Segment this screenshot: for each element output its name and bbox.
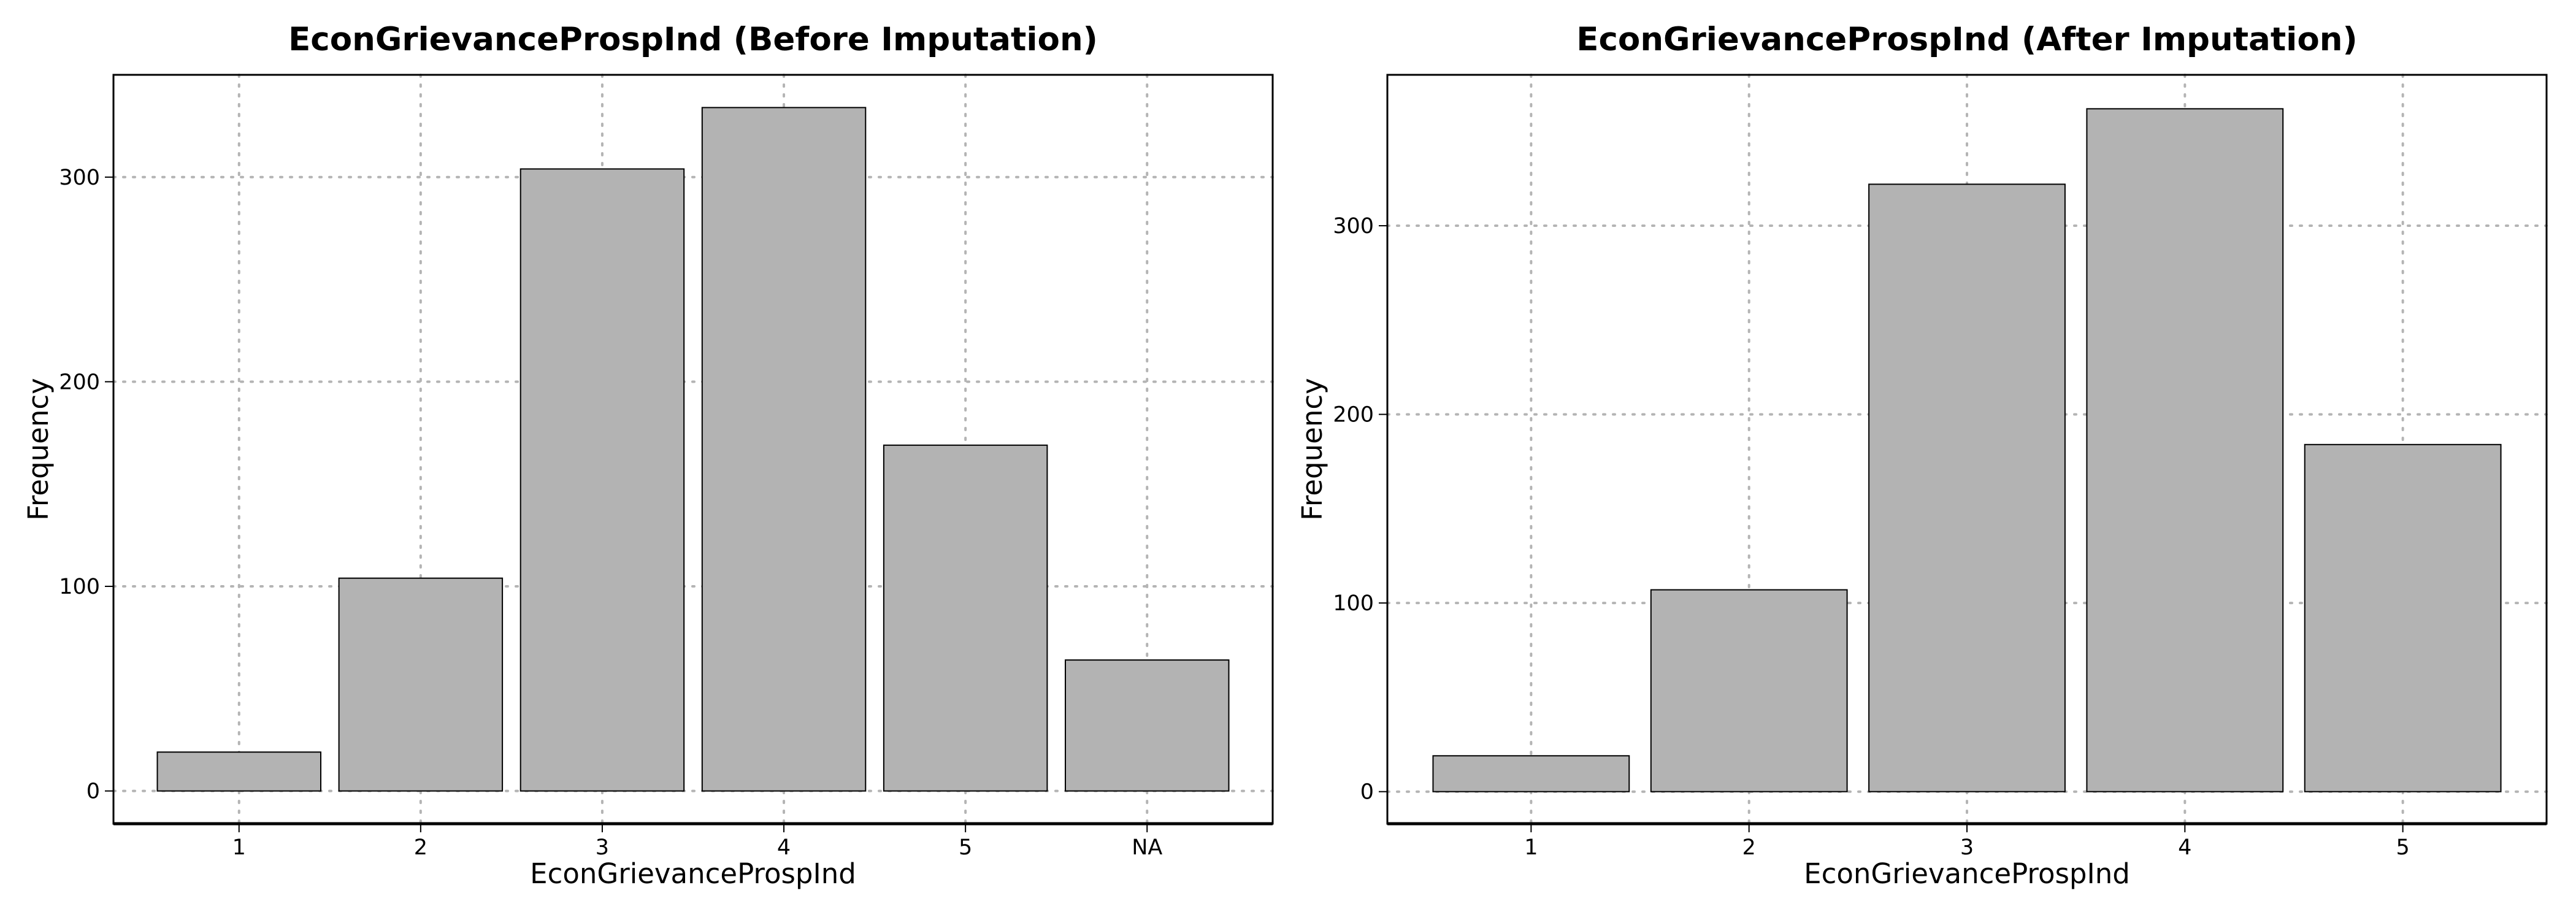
x-tick-label: 3 xyxy=(596,835,609,860)
x-tick-label: 2 xyxy=(1742,835,1756,860)
chart-title: EconGrievanceProspInd (After Imputation) xyxy=(1576,21,2357,58)
x-tick-label: 3 xyxy=(1960,835,1974,860)
x-axis-label: EconGrievanceProspInd xyxy=(530,857,856,890)
x-tick-label: 4 xyxy=(777,835,791,860)
x-tick-label: 4 xyxy=(2178,835,2191,860)
x-axis-label: EconGrievanceProspInd xyxy=(1804,857,2130,890)
y-axis-label: Frequency xyxy=(1296,378,1328,520)
x-tick-label: 5 xyxy=(2396,835,2409,860)
y-tick-label: 200 xyxy=(1333,403,1374,427)
bar-5 xyxy=(883,444,1048,792)
x-tick-label: 1 xyxy=(1524,835,1538,860)
y-tick-label: 300 xyxy=(1333,214,1374,239)
y-axis-ticks: 0 100 200 300 xyxy=(1333,214,1387,805)
x-axis-ticks: 1 2 3 4 5 NA xyxy=(232,824,1162,860)
x-tick-label: 1 xyxy=(232,835,246,860)
bar-1 xyxy=(156,751,321,792)
y-tick-label: 300 xyxy=(59,166,100,190)
y-axis-label: Frequency xyxy=(22,378,55,520)
chart-title: EconGrievanceProspInd (Before Imputation… xyxy=(288,21,1098,58)
bar-NA xyxy=(1065,659,1230,792)
chart-panel-after: EconGrievanceProspInd (After Imputation)… xyxy=(1296,21,2548,890)
bars xyxy=(156,107,1230,792)
bar-4 xyxy=(2086,108,2284,792)
y-tick-label: 0 xyxy=(1360,780,1374,805)
y-tick-label: 200 xyxy=(59,370,100,394)
bar-2 xyxy=(338,577,504,792)
chart-panel-before: EconGrievanceProspInd (Before Imputation… xyxy=(22,21,1274,890)
bars xyxy=(1432,108,2502,792)
y-tick-label: 100 xyxy=(59,575,100,599)
bar-3 xyxy=(1868,183,2066,792)
bar-1 xyxy=(1432,755,1630,792)
x-axis-ticks: 1 2 3 4 5 xyxy=(1524,824,2410,860)
bar-2 xyxy=(1650,589,1848,792)
bar-4 xyxy=(701,107,867,792)
y-tick-label: 0 xyxy=(86,780,100,804)
x-tick-label: NA xyxy=(1132,835,1162,860)
x-tick-label: 5 xyxy=(959,835,972,860)
bar-5 xyxy=(2304,443,2502,792)
x-tick-label: 2 xyxy=(414,835,427,860)
y-tick-label: 100 xyxy=(1333,591,1374,616)
bar-3 xyxy=(519,168,685,792)
y-axis-ticks: 0 100 200 300 xyxy=(59,166,113,804)
